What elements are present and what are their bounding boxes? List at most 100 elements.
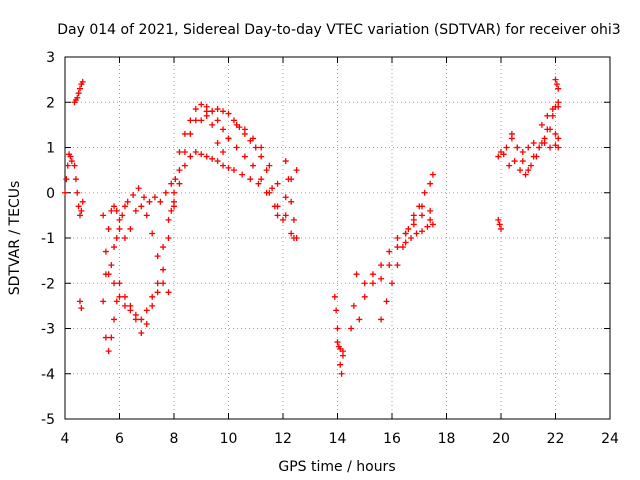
data-point (356, 316, 363, 323)
series-trace-20 (402, 221, 436, 246)
data-point (255, 180, 262, 187)
data-point (102, 248, 109, 255)
data-points (62, 76, 562, 377)
data-point (105, 348, 112, 355)
series-trace-26 (552, 76, 562, 92)
data-point (427, 180, 434, 187)
series-trace-12 (203, 108, 300, 201)
data-point (111, 244, 118, 251)
data-point (378, 275, 385, 282)
data-point (172, 176, 179, 183)
data-point (250, 135, 257, 142)
data-point (263, 167, 270, 174)
series-trace-13 (282, 158, 300, 241)
data-point (138, 316, 145, 323)
data-point (132, 207, 139, 214)
data-point (119, 212, 126, 219)
data-point (274, 203, 281, 210)
data-point (74, 94, 81, 101)
data-point (220, 149, 227, 156)
data-point (160, 266, 167, 273)
data-point (127, 225, 134, 232)
data-point (121, 235, 128, 241)
data-point (157, 198, 164, 205)
data-point (389, 280, 395, 287)
data-point (209, 108, 216, 115)
data-point (220, 108, 227, 115)
data-point (230, 167, 237, 174)
data-point (338, 370, 345, 377)
data-point (369, 271, 376, 278)
data-point (555, 135, 562, 142)
data-point (552, 130, 559, 137)
data-point (74, 189, 81, 196)
data-point (149, 230, 156, 237)
data-point (160, 280, 167, 287)
data-point (220, 162, 227, 169)
y-tick-label: 2 (46, 95, 55, 111)
data-point (138, 330, 145, 337)
data-point (241, 126, 248, 133)
data-point (100, 298, 107, 305)
data-point (168, 180, 175, 187)
data-point (258, 153, 265, 160)
data-point (100, 212, 107, 219)
data-point (143, 307, 150, 314)
data-point (402, 239, 409, 246)
y-tick-label: -3 (41, 322, 55, 338)
data-point (503, 144, 510, 151)
chart-title: Day 014 of 2021, Sidereal Day-to-day VTE… (57, 22, 620, 38)
data-point (348, 325, 355, 332)
series-trace-19 (378, 171, 436, 323)
data-point (280, 216, 286, 223)
data-point (394, 244, 401, 251)
data-point (78, 207, 85, 214)
data-point (116, 216, 123, 223)
data-point (378, 316, 385, 323)
data-point (176, 149, 183, 156)
data-point (250, 162, 257, 169)
series-trace-15 (334, 339, 346, 355)
data-point (138, 203, 145, 210)
data-point (522, 171, 529, 178)
data-point (214, 106, 221, 113)
data-point (78, 305, 85, 312)
data-point (108, 207, 115, 214)
data-point (339, 348, 346, 355)
data-point (282, 194, 289, 201)
data-point (285, 176, 292, 183)
data-point (547, 126, 554, 133)
data-point (282, 158, 289, 165)
data-point (165, 289, 172, 296)
x-tick-label: 18 (438, 431, 456, 447)
data-point (105, 225, 112, 232)
data-point (429, 171, 436, 178)
data-point (149, 302, 156, 309)
data-point (113, 298, 120, 305)
data-point (198, 117, 205, 124)
data-point (154, 280, 161, 287)
data-point (538, 139, 545, 146)
data-point (187, 130, 194, 137)
data-point (386, 248, 393, 255)
data-point (124, 198, 131, 205)
data-point (116, 293, 123, 300)
data-point (530, 153, 537, 160)
data-point (239, 171, 246, 178)
data-point (293, 235, 300, 241)
data-point (64, 162, 71, 169)
data-point (555, 85, 562, 92)
data-point (141, 194, 148, 201)
y-axis-label: SDTVAR / TECUs (7, 181, 23, 296)
data-point (76, 212, 83, 219)
data-point (383, 298, 390, 305)
data-point (416, 203, 423, 210)
series-trace-3 (71, 162, 86, 219)
x-tick-label: 16 (383, 431, 401, 447)
data-point (527, 162, 534, 169)
data-point (67, 153, 74, 160)
data-point (269, 185, 276, 192)
data-point (547, 144, 554, 151)
